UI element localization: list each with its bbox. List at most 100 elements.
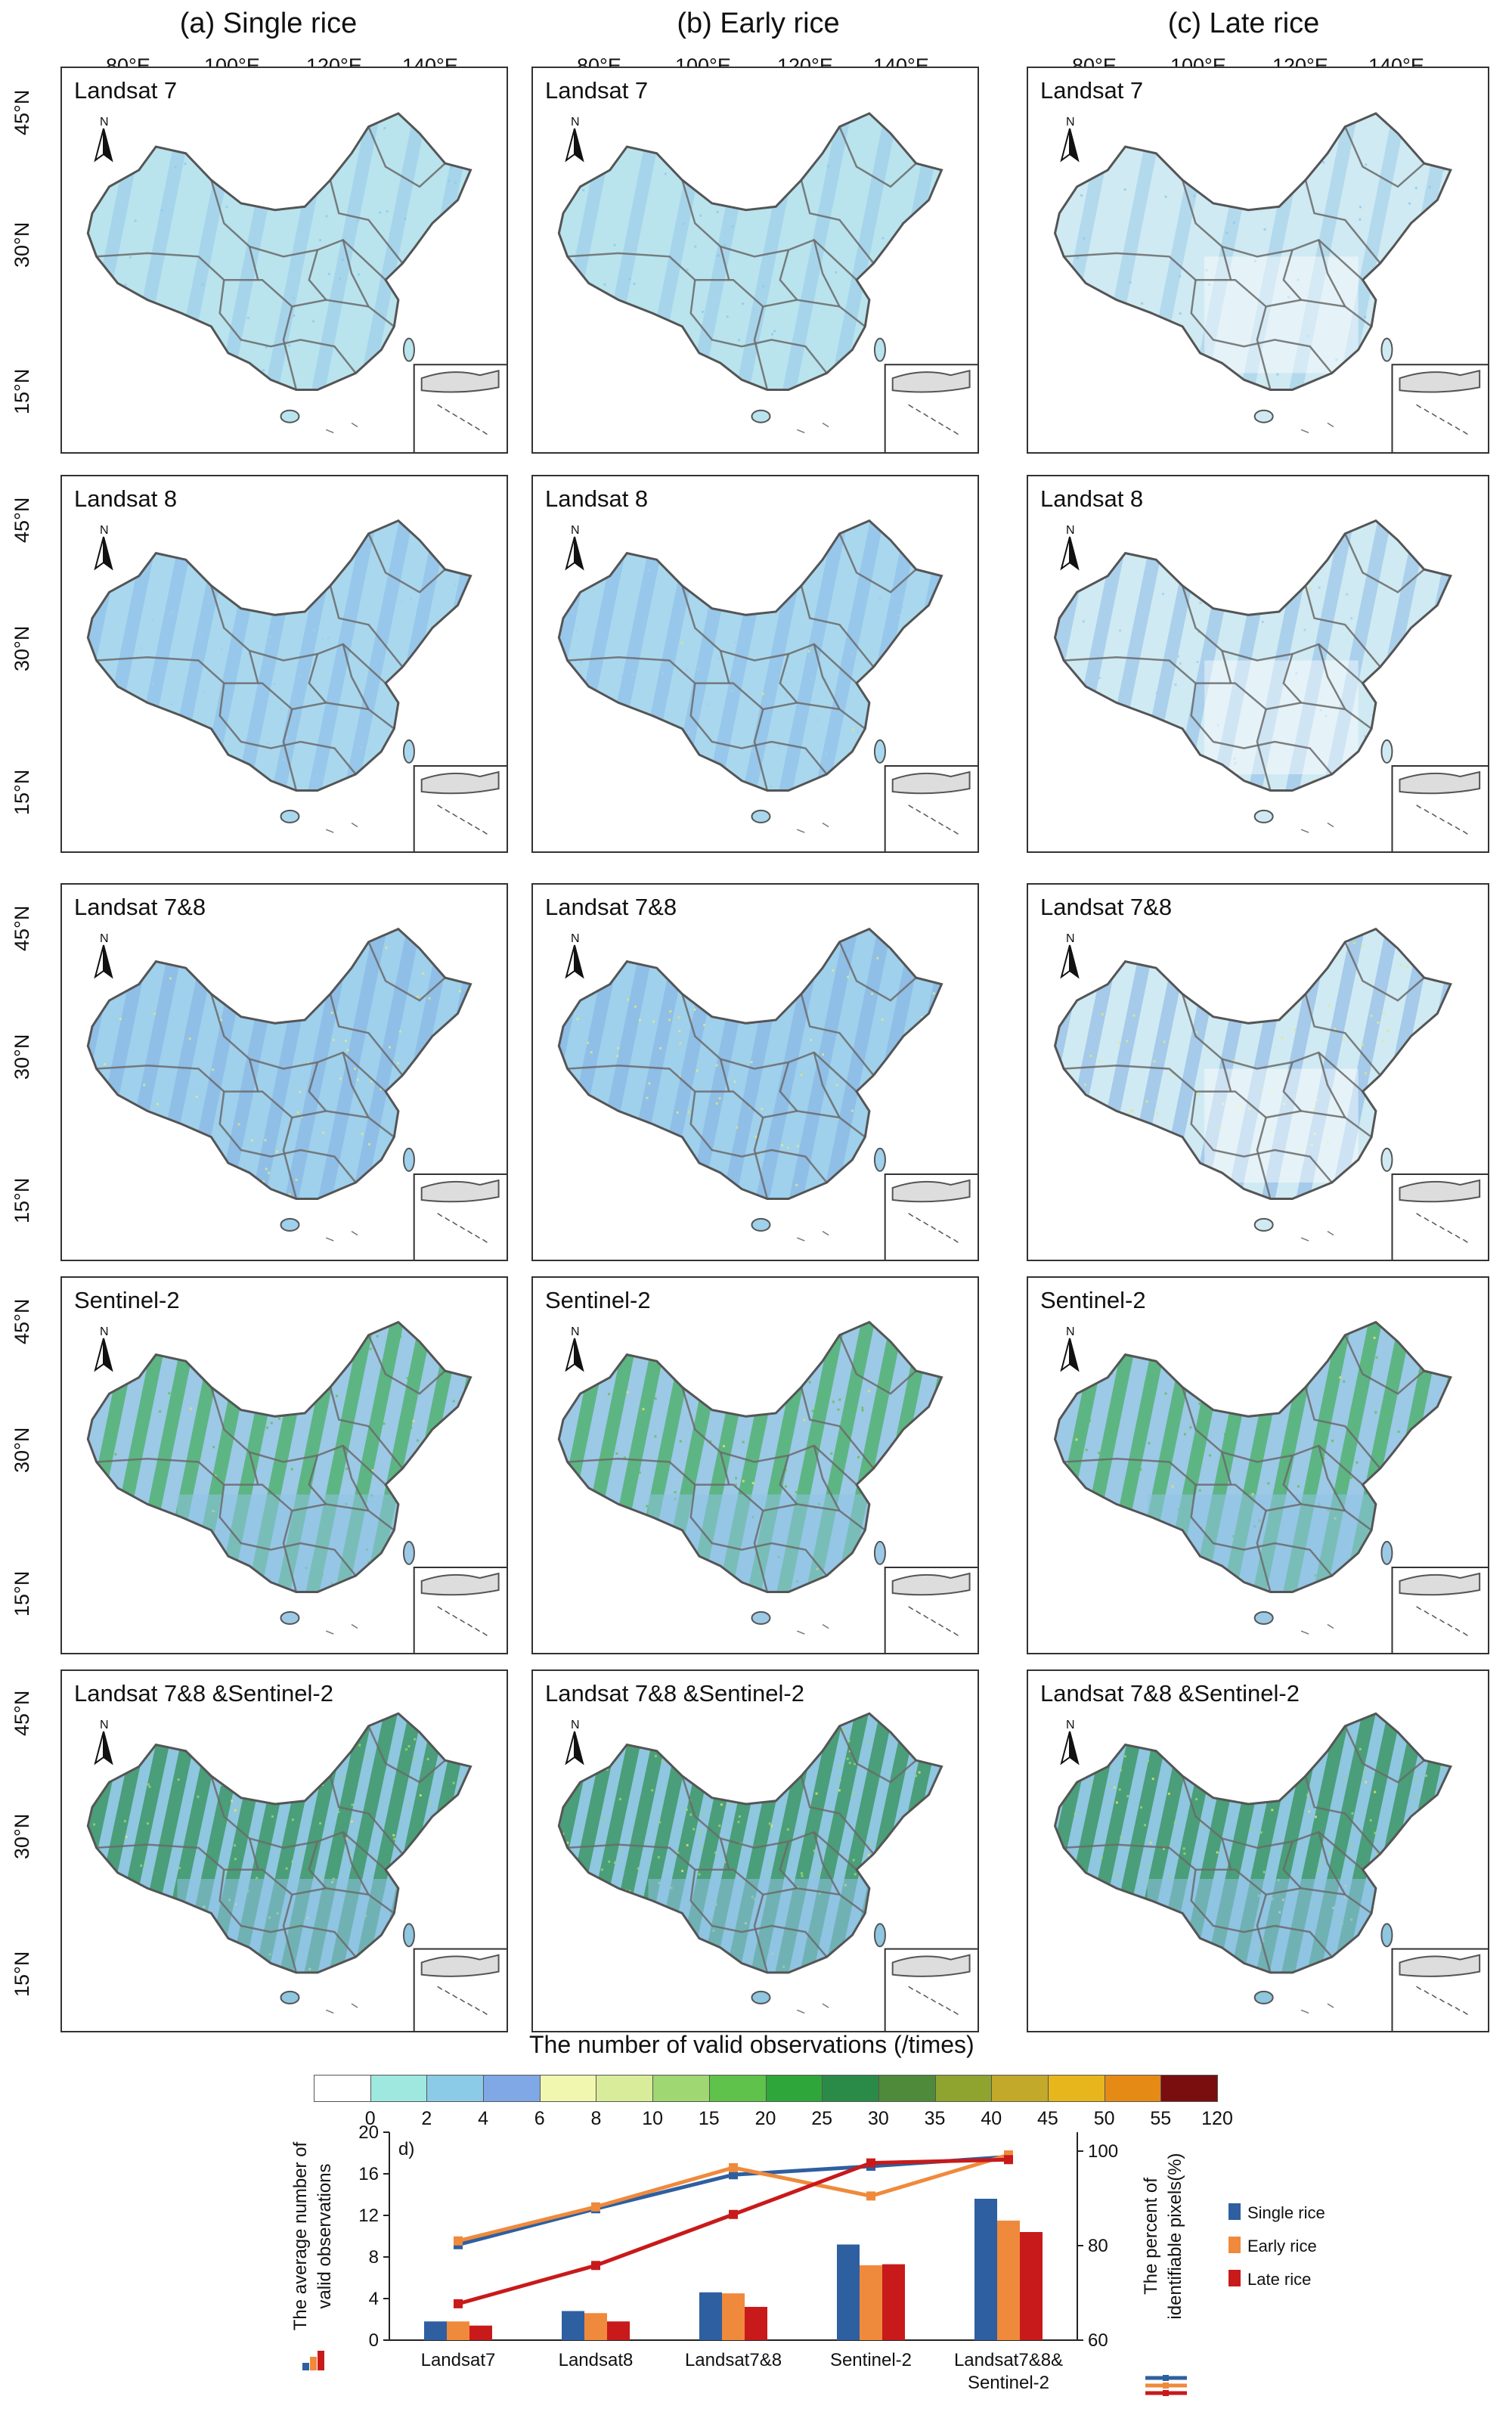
bar-early-rice — [447, 2321, 469, 2340]
y-tick-label: 12 — [358, 2206, 379, 2226]
north-arrow-label: N — [1066, 1719, 1075, 1731]
map-panel: Landsat 8 N — [531, 475, 979, 853]
legend-entry: Single rice — [1247, 2203, 1325, 2222]
china-map: N — [86, 1320, 507, 1653]
x-tick-label: Sentinel-2 — [968, 2373, 1049, 2393]
legend-color-swatch — [765, 2075, 823, 2102]
legend-tick-label: 25 — [811, 2108, 833, 2129]
map-panel: Landsat 8 N — [1027, 475, 1489, 853]
south-china-sea-inset — [884, 364, 978, 452]
legend-tick-label: 40 — [981, 2108, 1002, 2129]
north-arrow-icon: N — [94, 1325, 113, 1372]
map-panel: Landsat 7&8 N — [1027, 883, 1489, 1261]
bar-early-rice — [722, 2293, 745, 2340]
line-point — [866, 2191, 875, 2201]
china-map: N — [86, 519, 507, 851]
panel-label: Landsat 7&8 &Sentinel-2 — [74, 1680, 333, 1707]
china-map: N — [557, 1712, 978, 2031]
panel-label: Sentinel-2 — [74, 1287, 180, 1313]
north-arrow-label: N — [571, 116, 580, 129]
bar-single-rice — [562, 2311, 584, 2340]
map-panel: Landsat 7&8 &Sentinel-2 N — [531, 1669, 979, 2032]
north-arrow-label: N — [100, 524, 109, 537]
legend-color-swatch — [596, 2075, 654, 2102]
latitude-label: 45°N — [11, 90, 33, 136]
north-arrow-icon: N — [1060, 932, 1080, 979]
north-arrow-icon: N — [94, 116, 113, 163]
south-china-sea-inset — [884, 1173, 978, 1260]
latitude-label: 30°N — [11, 1034, 33, 1080]
panel-label: Sentinel-2 — [1040, 1287, 1146, 1313]
y-tick-label: 8 — [369, 2247, 379, 2268]
north-arrow-label: N — [571, 1719, 580, 1731]
china-map: N — [557, 927, 978, 1260]
bar-glyph-icon — [302, 2363, 309, 2370]
legend-tick-label: 8 — [590, 2108, 602, 2129]
line-point — [454, 2236, 463, 2246]
y-axis-label: valid observations — [314, 2163, 335, 2308]
latitude-label: 45°N — [11, 497, 33, 543]
north-arrow-icon: N — [565, 1325, 584, 1372]
panel-label: Landsat 7&8 &Sentinel-2 — [545, 1680, 804, 1707]
map-panel: Landsat 7 N — [1027, 67, 1489, 454]
south-china-sea-inset — [1391, 765, 1488, 851]
x-tick-label: Sentinel-2 — [830, 2350, 912, 2370]
y2-axis-label: identifiable pixels(%) — [1165, 2153, 1185, 2319]
north-arrow-label: N — [100, 1719, 109, 1731]
legend-color-swatch — [652, 2075, 710, 2102]
north-arrow-label: N — [100, 116, 109, 129]
south-china-sea-inset — [884, 765, 978, 851]
panel-label: Landsat 7 — [1040, 77, 1144, 104]
column-title-early-rice: (b) Early rice — [677, 8, 840, 39]
north-arrow-label: N — [1066, 932, 1075, 945]
panel-label: Landsat 7&8 — [74, 894, 206, 920]
map-panel: Sentinel-2 N — [531, 1276, 979, 1654]
map-panel: Sentinel-2 N — [1027, 1276, 1489, 1654]
legend-color-swatch — [370, 2075, 428, 2102]
y-tick-label: 0 — [369, 2330, 379, 2351]
y-tick-label: 16 — [358, 2164, 379, 2184]
legend-title: The number of valid observations (/times… — [529, 2031, 974, 2058]
china-map: N — [1053, 112, 1488, 452]
panel-label: Landsat 7&8 &Sentinel-2 — [1040, 1680, 1300, 1707]
north-arrow-label: N — [100, 1325, 109, 1338]
line-point — [729, 2209, 738, 2219]
column-title-late-rice: (c) Late rice — [1167, 8, 1320, 39]
y-axis-label: The average number of — [290, 2141, 311, 2330]
legend-color-swatch — [1104, 2075, 1162, 2102]
latitude-label: 15°N — [11, 1570, 33, 1617]
north-arrow-icon: N — [1060, 1719, 1080, 1766]
latitude-label: 15°N — [11, 1177, 33, 1223]
latitude-label: 45°N — [11, 1690, 33, 1736]
north-arrow-icon: N — [565, 524, 584, 571]
china-map: N — [1053, 519, 1488, 851]
china-map: N — [1053, 1712, 1488, 2031]
legend-tick-label: 2 — [421, 2108, 432, 2129]
china-map: N — [1053, 1320, 1488, 1653]
legend-entry: Early rice — [1247, 2237, 1317, 2255]
china-map: N — [557, 519, 978, 851]
bar-late-rice — [745, 2307, 767, 2340]
panel-label: Landsat 7 — [545, 77, 649, 104]
south-china-sea-inset — [884, 1567, 978, 1653]
x-tick-label: Landsat7 — [421, 2350, 496, 2370]
panel-label: Landsat 7 — [74, 77, 178, 104]
china-map: N — [557, 112, 978, 452]
panel-label: Landsat 7&8 — [545, 894, 677, 920]
north-arrow-label: N — [1066, 1325, 1075, 1338]
legend-entry: Late rice — [1247, 2270, 1311, 2289]
chart-panel-label: d) — [398, 2139, 414, 2159]
north-arrow-label: N — [571, 524, 580, 537]
legend-color-swatch — [539, 2075, 597, 2102]
legend-tick-label: 45 — [1037, 2108, 1058, 2129]
panel-label: Landsat 8 — [74, 485, 178, 512]
north-arrow-label: N — [571, 932, 580, 945]
line-point — [591, 2202, 600, 2212]
panel-label: Landsat 7&8 — [1040, 894, 1173, 920]
legend-color-swatch — [708, 2075, 767, 2102]
line-point — [729, 2162, 738, 2172]
latitude-label: 45°N — [11, 905, 33, 951]
china-map: N — [86, 1712, 507, 2031]
combo-chart: 0 4 8 12 16 20 60 80 100 d) Landsat7 Landsat8 Landsa… — [290, 2122, 1325, 2396]
panel-label: Landsat 8 — [545, 485, 649, 512]
